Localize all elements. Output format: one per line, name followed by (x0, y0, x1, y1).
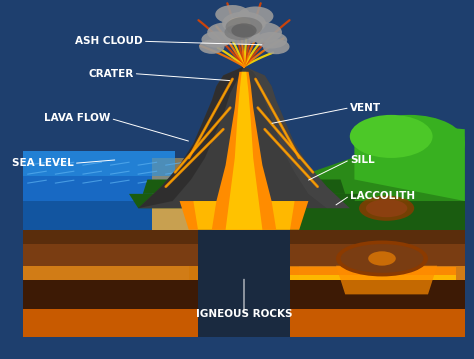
Polygon shape (23, 151, 175, 230)
Ellipse shape (366, 199, 407, 217)
Ellipse shape (243, 22, 282, 43)
Polygon shape (290, 309, 465, 337)
Polygon shape (290, 275, 456, 280)
Ellipse shape (237, 6, 273, 26)
Ellipse shape (226, 17, 263, 37)
Ellipse shape (341, 244, 423, 273)
Polygon shape (290, 266, 465, 280)
Text: CRATER: CRATER (88, 69, 134, 79)
Text: ASH CLOUD: ASH CLOUD (75, 36, 143, 46)
Ellipse shape (207, 22, 244, 42)
Polygon shape (23, 309, 465, 337)
Polygon shape (180, 201, 309, 230)
Ellipse shape (222, 11, 266, 35)
Polygon shape (193, 201, 295, 230)
Ellipse shape (215, 5, 250, 24)
Ellipse shape (199, 39, 225, 54)
Polygon shape (138, 66, 350, 208)
Polygon shape (290, 280, 465, 309)
Polygon shape (336, 266, 437, 294)
Polygon shape (212, 72, 276, 230)
Polygon shape (23, 280, 198, 309)
Ellipse shape (359, 196, 414, 221)
Polygon shape (23, 230, 198, 244)
Polygon shape (189, 223, 299, 337)
Polygon shape (23, 244, 198, 266)
Polygon shape (143, 180, 345, 194)
Ellipse shape (231, 23, 256, 38)
Polygon shape (152, 194, 198, 230)
Text: VENT: VENT (350, 103, 381, 113)
Ellipse shape (350, 115, 433, 158)
Polygon shape (23, 266, 198, 280)
Ellipse shape (355, 115, 465, 172)
Ellipse shape (256, 32, 287, 48)
Polygon shape (226, 72, 263, 230)
Ellipse shape (263, 39, 290, 54)
Ellipse shape (201, 32, 231, 47)
Ellipse shape (368, 251, 396, 266)
Polygon shape (290, 201, 465, 230)
Polygon shape (129, 194, 359, 208)
Text: SEA LEVEL: SEA LEVEL (12, 158, 74, 168)
Ellipse shape (225, 24, 255, 40)
Ellipse shape (228, 17, 251, 30)
Polygon shape (290, 267, 456, 280)
Text: LACCOLITH: LACCOLITH (350, 191, 415, 201)
Polygon shape (23, 151, 175, 176)
Polygon shape (152, 158, 189, 194)
Polygon shape (290, 244, 465, 266)
Polygon shape (290, 230, 465, 244)
Polygon shape (23, 151, 175, 201)
Text: LAVA FLOW: LAVA FLOW (44, 113, 110, 123)
Text: SILL: SILL (350, 155, 374, 165)
Polygon shape (138, 66, 244, 208)
Polygon shape (290, 136, 465, 201)
Polygon shape (23, 309, 198, 337)
Ellipse shape (336, 241, 428, 276)
Polygon shape (244, 66, 350, 208)
Text: IGNEOUS ROCKS: IGNEOUS ROCKS (196, 309, 292, 319)
Polygon shape (355, 122, 465, 201)
Ellipse shape (228, 27, 260, 45)
